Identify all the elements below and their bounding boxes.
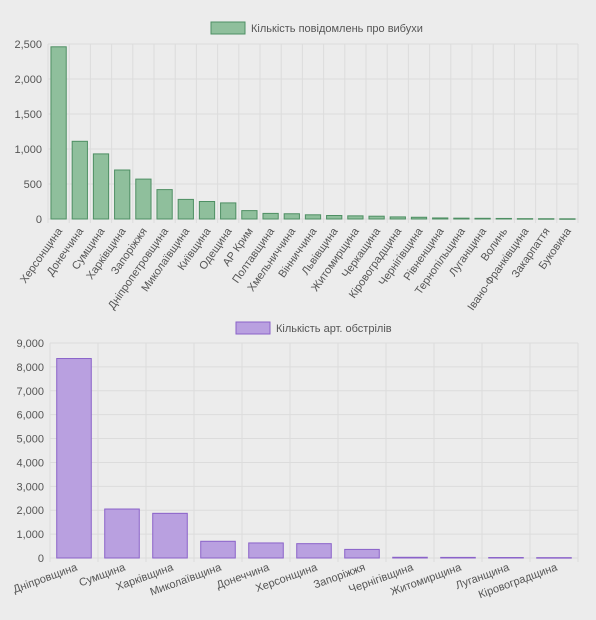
bar <box>559 218 576 220</box>
bar <box>177 198 194 220</box>
legend-label: Кількість арт. обстрілів <box>276 323 392 335</box>
bar <box>495 217 512 220</box>
bar <box>200 540 236 559</box>
bar <box>536 557 572 559</box>
y-tick-label: 1,000 <box>14 144 42 156</box>
y-tick-label: 6,000 <box>16 410 44 422</box>
bar <box>344 548 380 559</box>
bar <box>326 215 343 220</box>
bar <box>410 216 428 220</box>
y-tick-label: 3,000 <box>16 481 44 493</box>
bar <box>392 556 428 559</box>
y-tick-label: 2,000 <box>14 74 42 86</box>
y-tick-label: 9,000 <box>16 338 44 350</box>
bar <box>488 557 524 559</box>
bar <box>104 508 140 559</box>
bar <box>56 358 92 559</box>
x-tick-label: Дніпровщина <box>12 561 80 596</box>
y-tick-label: 500 <box>24 179 42 191</box>
bar <box>156 189 173 220</box>
bar <box>262 212 279 220</box>
y-tick-label: 4,000 <box>16 457 44 469</box>
bar <box>114 169 131 220</box>
bar <box>283 213 300 220</box>
bar <box>248 542 284 559</box>
bar <box>50 46 67 220</box>
y-tick-label: 2,000 <box>16 505 44 517</box>
bar <box>368 215 385 220</box>
bar <box>296 543 332 559</box>
bar <box>538 218 555 220</box>
bar <box>432 217 449 220</box>
y-tick-label: 7,000 <box>16 386 44 398</box>
y-tick-label: 1,500 <box>14 109 42 121</box>
bar <box>220 202 237 220</box>
bar <box>389 216 406 220</box>
bar <box>152 512 188 559</box>
bar <box>198 201 216 220</box>
bar <box>304 214 322 220</box>
y-tick-label: 0 <box>36 214 42 226</box>
bar <box>347 215 364 220</box>
y-tick-label: 0 <box>38 553 44 565</box>
bar <box>135 178 152 220</box>
bar <box>474 217 491 220</box>
legend-swatch <box>235 321 271 335</box>
bar <box>453 217 470 220</box>
legend-swatch <box>210 21 246 35</box>
bar <box>241 210 258 220</box>
bar <box>92 153 110 220</box>
y-tick-label: 1,000 <box>16 529 44 541</box>
y-tick-label: 8,000 <box>16 362 44 374</box>
bar <box>516 218 534 220</box>
y-tick-label: 5,000 <box>16 434 44 446</box>
legend-label: Кількість повідомлень про вибухи <box>251 23 423 35</box>
bar <box>71 140 88 220</box>
bar <box>440 556 476 559</box>
y-tick-label: 2,500 <box>14 39 42 51</box>
